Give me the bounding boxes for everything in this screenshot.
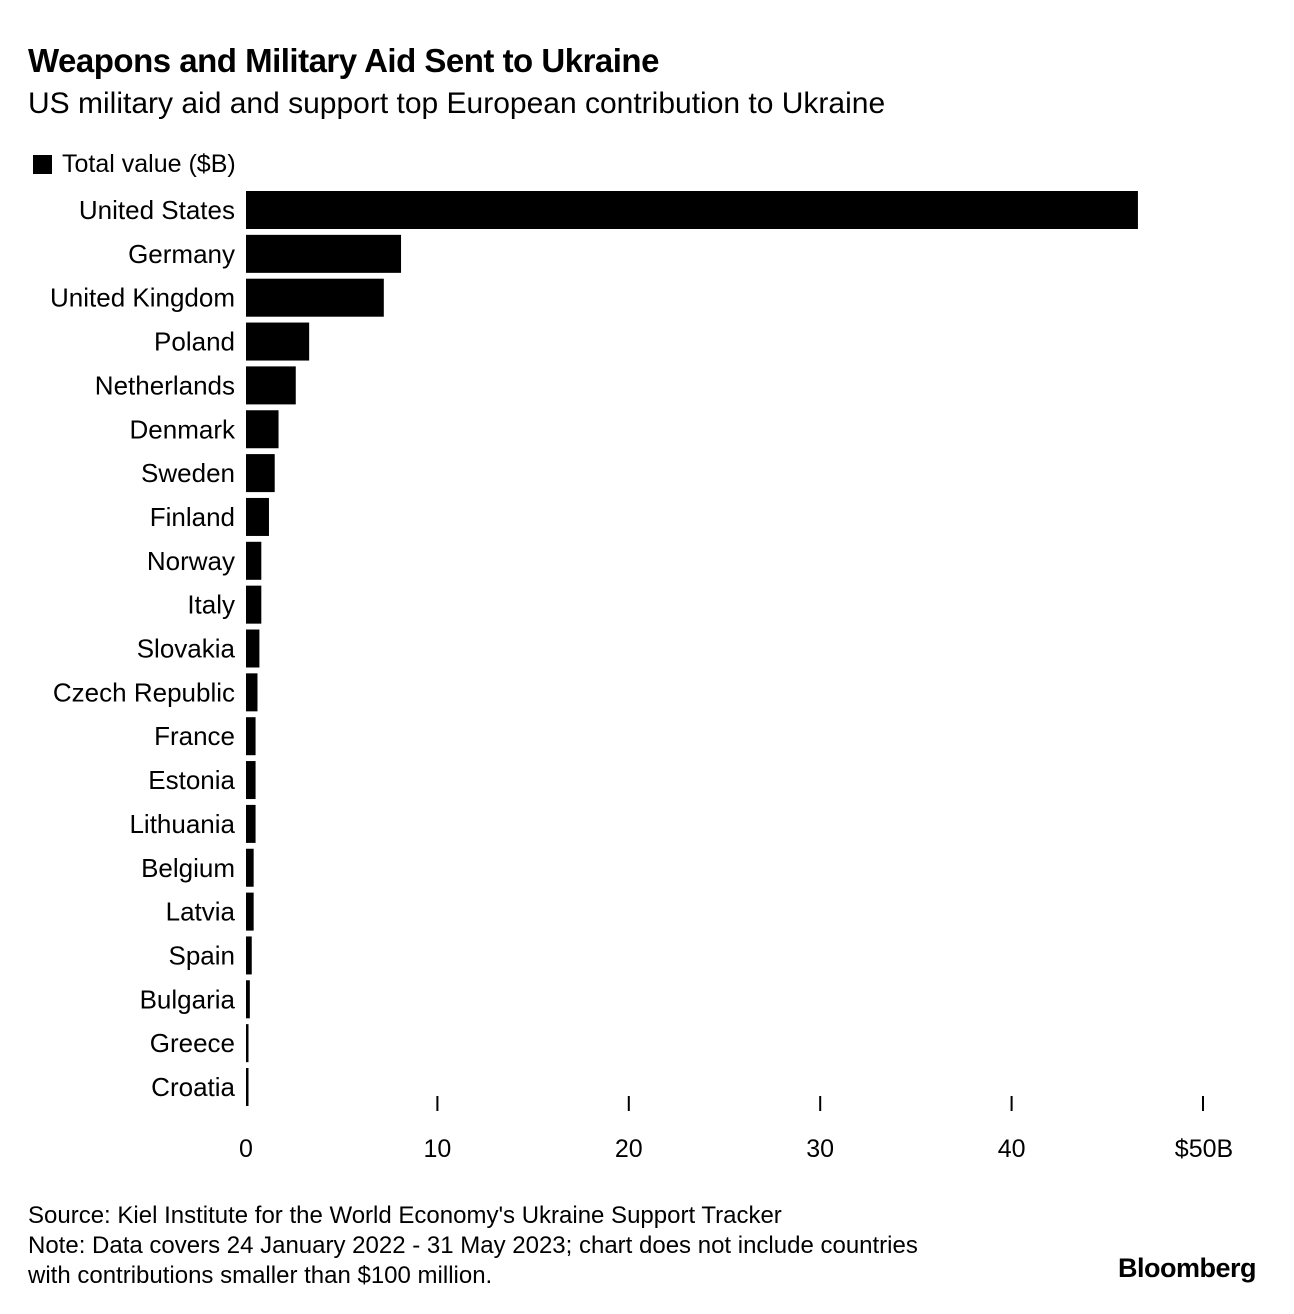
chart-title: Weapons and Military Aid Sent to Ukraine [28,42,659,79]
category-label: Sweden [141,458,235,488]
data-note-line-2: with contributions smaller than $100 mil… [28,1262,493,1289]
bar-estonia [246,761,256,800]
bar-belgium [246,848,254,887]
x-tick-label: 0 [239,1135,253,1163]
bar-czech-republic [246,673,258,712]
bar-netherlands [246,366,296,405]
bar-norway [246,541,262,580]
data-note-line-1: Note: Data covers 24 January 2022 - 31 M… [28,1232,918,1259]
bar-united-kingdom [246,278,384,317]
source-note: Source: Kiel Institute for the World Eco… [28,1202,782,1229]
chart-subtitle: US military aid and support top European… [28,87,886,120]
footer: Source: Kiel Institute for the World Eco… [28,1201,918,1291]
category-label: Greece [150,1028,235,1058]
legend-swatch [33,155,52,174]
bar-chart: United States Germany United Kingdom Poland… [50,191,1233,1163]
category-label: Germany [128,239,235,269]
bar-france [246,717,256,756]
category-label: Norway [147,546,235,576]
bar-latvia [246,892,254,931]
bar-germany [246,234,402,273]
category-label: Bulgaria [140,984,236,1014]
category-label: Lithuania [129,809,235,839]
bar-spain [246,936,252,975]
x-tick-label: 10 [423,1135,451,1163]
x-tick-label: 30 [806,1135,834,1163]
bar-greece [246,1024,249,1063]
category-label: Croatia [151,1072,235,1102]
category-label: Spain [169,940,236,970]
legend-label: Total value ($B) [62,150,236,178]
bloomberg-logo: Bloomberg [1117,1253,1257,1283]
x-tick-label: $50B [1175,1135,1233,1163]
category-label: United Kingdom [50,283,235,313]
category-label: United States [79,195,235,225]
legend: Total value ($B) [33,150,236,179]
category-label: Belgium [141,853,235,883]
category-label: Poland [154,327,235,357]
bar-united-states [246,191,1138,229]
category-label: Slovakia [137,634,236,664]
bar-slovakia [246,629,260,668]
bar-italy [246,585,262,624]
bar-poland [246,322,310,361]
bar-bulgaria [246,980,250,1019]
category-label: Netherlands [95,370,235,400]
category-label: Latvia [166,897,236,927]
bar-denmark [246,410,279,449]
bar-lithuania [246,804,256,843]
bar-sweden [246,454,275,493]
category-label: Finland [150,502,235,532]
x-tick-label: 40 [998,1135,1026,1163]
bar-finland [246,497,269,536]
bar-croatia [246,1068,249,1106]
category-label: Czech Republic [53,677,235,707]
category-label: Italy [187,590,235,620]
category-label: Estonia [148,765,235,795]
category-label: Denmark [130,414,236,444]
x-tick-label: 20 [615,1135,643,1163]
category-label: France [154,721,235,751]
